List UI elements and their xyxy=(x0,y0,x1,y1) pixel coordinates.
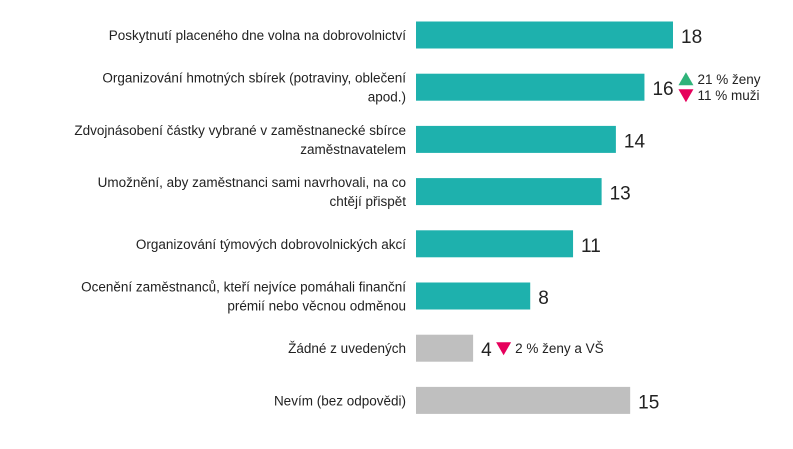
category-label: Organizování týmových dobrovolnických ak… xyxy=(136,237,406,252)
value-label: 16 xyxy=(652,79,673,100)
bar xyxy=(416,282,531,310)
category-label-line: Ocenění zaměstnanců, kteří nejvíce pomáh… xyxy=(81,280,406,295)
bar xyxy=(416,73,645,101)
annotation-label: 21 % ženy xyxy=(697,72,760,87)
category-label: Organizování hmotných sbírek (potraviny,… xyxy=(102,71,406,105)
category-label-line: prémií nebo věcnou odměnou xyxy=(227,299,406,314)
bar xyxy=(416,230,574,258)
category-label-line: chtějí přispět xyxy=(329,194,406,209)
bar-row: Umožnění, aby zaměstnanci sami navrhoval… xyxy=(98,175,631,209)
category-label-line: zaměstnavatelem xyxy=(300,142,406,157)
category-label: Zdvojnásobení částky vybrané v zaměstnan… xyxy=(74,123,406,157)
category-label-line: Organizování týmových dobrovolnických ak… xyxy=(136,237,406,252)
bar xyxy=(416,386,631,414)
category-label: Nevím (bez odpovědi) xyxy=(274,393,406,408)
value-label: 18 xyxy=(681,27,702,48)
bar-row: Žádné z uvedených 4 xyxy=(288,334,492,362)
bar-row: Organizování týmových dobrovolnických ak… xyxy=(136,230,601,258)
triangle-down-icon xyxy=(496,342,512,356)
value-label: 13 xyxy=(610,184,631,205)
bar-row: Poskytnutí placeného dne volna na dobrov… xyxy=(109,21,702,49)
value-label: 15 xyxy=(638,392,659,413)
category-label-line: Poskytnutí placeného dne volna na dobrov… xyxy=(109,28,406,43)
category-label-line: Organizování hmotných sbírek (potraviny,… xyxy=(102,71,406,86)
bar xyxy=(416,178,602,206)
category-label: Poskytnutí placeného dne volna na dobrov… xyxy=(109,28,406,43)
bar-row: Nevím (bez odpovědi) 15 xyxy=(274,386,659,414)
bar xyxy=(416,125,616,153)
value-label: 4 xyxy=(481,340,492,361)
value-label: 11 xyxy=(581,236,601,257)
category-label-line: Nevím (bez odpovědi) xyxy=(274,393,406,408)
category-label: Žádné z uvedených xyxy=(288,341,406,356)
category-label: Umožnění, aby zaměstnanci sami navrhoval… xyxy=(98,175,407,209)
bar-row: Ocenění zaměstnanců, kteří nejvíce pomáh… xyxy=(81,280,549,314)
annotation-label: 2 % ženy a VŠ xyxy=(515,341,604,356)
bar xyxy=(416,334,474,362)
triangle-down-icon xyxy=(678,89,694,103)
value-label: 8 xyxy=(538,288,549,309)
category-label: Ocenění zaměstnanců, kteří nejvíce pomáh… xyxy=(81,280,406,314)
bar xyxy=(416,21,673,49)
category-label-line: apod.) xyxy=(368,90,406,105)
category-label-line: Zdvojnásobení částky vybrané v zaměstnan… xyxy=(74,123,406,138)
annotation-label: 11 % muži xyxy=(697,88,759,103)
triangle-up-icon xyxy=(678,72,694,86)
category-label-line: Žádné z uvedených xyxy=(288,341,406,356)
bar-row: Zdvojnásobení částky vybrané v zaměstnan… xyxy=(74,123,645,157)
bar-row: Organizování hmotných sbírek (potraviny,… xyxy=(102,71,673,105)
category-label-line: Umožnění, aby zaměstnanci sami navrhoval… xyxy=(98,175,406,190)
value-label: 14 xyxy=(624,131,646,152)
